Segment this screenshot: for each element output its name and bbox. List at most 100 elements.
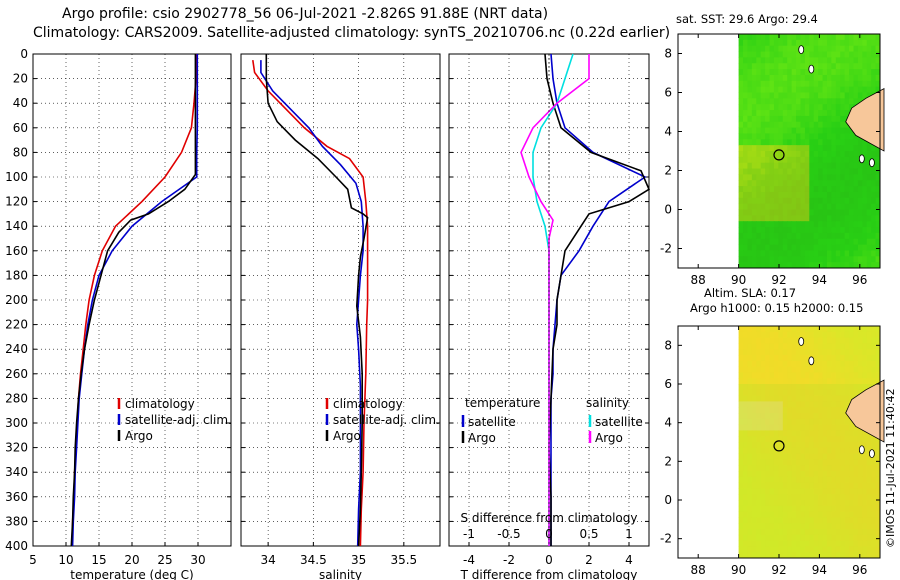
x-tick-label: -4 bbox=[463, 553, 475, 567]
x-tick-label: 35 bbox=[351, 553, 366, 567]
y-tick-label: 160 bbox=[5, 244, 28, 258]
page-subtitle: Climatology: CARS2009. Satellite-adjuste… bbox=[33, 25, 671, 41]
top-tick-label: -0.5 bbox=[497, 527, 520, 541]
x-tick-label: 5 bbox=[29, 553, 37, 567]
sla-map-title: Altim. SLA: 0.17 bbox=[704, 286, 797, 300]
top-tick-label: 0 bbox=[545, 527, 553, 541]
y-tick-label: 6 bbox=[664, 377, 672, 391]
y-tick-label: 180 bbox=[5, 268, 28, 282]
y-tick-label: 260 bbox=[5, 367, 28, 381]
y-tick-label: 240 bbox=[5, 342, 28, 356]
x-tick-label: 96 bbox=[852, 273, 867, 287]
legend-label: satellite-adj. clim. bbox=[333, 413, 440, 427]
x-tick-label: 92 bbox=[771, 563, 786, 577]
y-tick-label: 0 bbox=[664, 493, 672, 507]
x-tick-label: 25 bbox=[157, 553, 172, 567]
legend-label: climatology bbox=[125, 397, 195, 411]
y-tick-label: 380 bbox=[5, 514, 28, 528]
y-tick-label: 0 bbox=[664, 203, 672, 217]
island bbox=[858, 445, 865, 455]
land-sumatra bbox=[845, 379, 885, 443]
series-line-satellite-adj.-clim. bbox=[71, 54, 199, 547]
y-tick-label: 8 bbox=[664, 338, 672, 352]
y-tick-label: 200 bbox=[5, 293, 28, 307]
x-tick-label: 20 bbox=[124, 553, 139, 567]
page-title: Argo profile: csio 2902778_56 06-Jul-202… bbox=[62, 6, 549, 22]
legend-label: climatology bbox=[333, 397, 403, 411]
y-tick-label: 120 bbox=[5, 195, 28, 209]
argo-position-marker bbox=[773, 440, 785, 452]
legend-label: Argo bbox=[595, 431, 623, 445]
sst_map-heatmap bbox=[738, 34, 881, 269]
x-tick-label: 15 bbox=[91, 553, 106, 567]
y-tick-label: 4 bbox=[664, 125, 672, 139]
y-tick-label: 8 bbox=[664, 47, 672, 61]
x-tick-label: 94 bbox=[812, 563, 827, 577]
x-tick-label: 0 bbox=[545, 553, 553, 567]
y-tick-label: -2 bbox=[660, 242, 672, 256]
legend-label: satellite-adj. clim. bbox=[125, 413, 232, 427]
x-tick-label: 88 bbox=[691, 563, 706, 577]
island bbox=[808, 356, 815, 366]
series-line-temperature-argo bbox=[544, 53, 651, 546]
island bbox=[869, 449, 875, 459]
series-line-salinity-argo bbox=[520, 54, 590, 546]
y-tick-label: 6 bbox=[664, 86, 672, 100]
island bbox=[869, 158, 875, 168]
sst-map-title: sat. SST: 29.6 Argo: 29.4 bbox=[676, 12, 818, 26]
x-axis-label: salinity bbox=[319, 568, 362, 580]
x-tick-label: 34.5 bbox=[300, 553, 327, 567]
legend-header-salinity: salinity bbox=[586, 396, 629, 410]
legend-label: Argo bbox=[125, 429, 153, 443]
y-tick-label: 280 bbox=[5, 391, 28, 405]
island bbox=[798, 337, 805, 346]
legend-label: Argo bbox=[333, 429, 361, 443]
legend-header-temperature: temperature bbox=[465, 396, 540, 410]
y-tick-label: 320 bbox=[5, 441, 28, 455]
x-tick-label: 10 bbox=[58, 553, 73, 567]
series-line-climatology bbox=[252, 59, 369, 547]
legend-label: Argo bbox=[468, 431, 496, 445]
series-line-satellite-adj.-clim. bbox=[260, 60, 364, 547]
y-tick-label: 60 bbox=[13, 121, 28, 135]
top-axis-label: S difference from climatology bbox=[461, 511, 638, 525]
y-tick-label: -2 bbox=[660, 532, 672, 546]
salinity-frame bbox=[240, 53, 441, 547]
y-tick-label: 220 bbox=[5, 318, 28, 332]
x-tick-label: 90 bbox=[731, 563, 746, 577]
top-tick-label: 1 bbox=[625, 527, 633, 541]
x-axis-label: temperature (deg C) bbox=[70, 568, 193, 580]
x-tick-label: 96 bbox=[852, 563, 867, 577]
y-tick-label: 40 bbox=[13, 96, 28, 110]
island bbox=[858, 154, 865, 164]
legend-label: satellite bbox=[595, 415, 643, 429]
sla-map-subtitle: Argo h1000: 0.15 h2000: 0.15 bbox=[690, 301, 864, 315]
land-sumatra bbox=[845, 87, 885, 152]
y-tick-label: 20 bbox=[13, 72, 28, 86]
top-tick-label: 0.5 bbox=[579, 527, 598, 541]
y-tick-label: 360 bbox=[5, 490, 28, 504]
argo-position-marker bbox=[773, 149, 785, 161]
island bbox=[798, 45, 805, 54]
y-tick-label: 340 bbox=[5, 465, 28, 479]
x-tick-label: 94 bbox=[812, 273, 827, 287]
series-line-argo bbox=[265, 54, 369, 547]
x-tick-label: 2 bbox=[585, 553, 593, 567]
x-tick-label: 35.5 bbox=[390, 553, 417, 567]
y-tick-label: 400 bbox=[5, 539, 28, 553]
x-tick-label: -2 bbox=[503, 553, 515, 567]
island bbox=[808, 64, 815, 74]
x-axis-label: T difference from climatology bbox=[460, 568, 638, 580]
y-tick-label: 2 bbox=[664, 454, 672, 468]
y-tick-label: 2 bbox=[664, 164, 672, 178]
x-tick-label: 4 bbox=[625, 553, 633, 567]
x-tick-label: 92 bbox=[771, 273, 786, 287]
y-tick-label: 0 bbox=[20, 47, 28, 61]
x-tick-label: 90 bbox=[731, 273, 746, 287]
series-line-argo bbox=[70, 54, 197, 547]
y-tick-label: 80 bbox=[13, 145, 28, 159]
y-tick-label: 300 bbox=[5, 416, 28, 430]
sla_map-heatmap bbox=[738, 326, 881, 559]
x-tick-label: 30 bbox=[190, 553, 205, 567]
